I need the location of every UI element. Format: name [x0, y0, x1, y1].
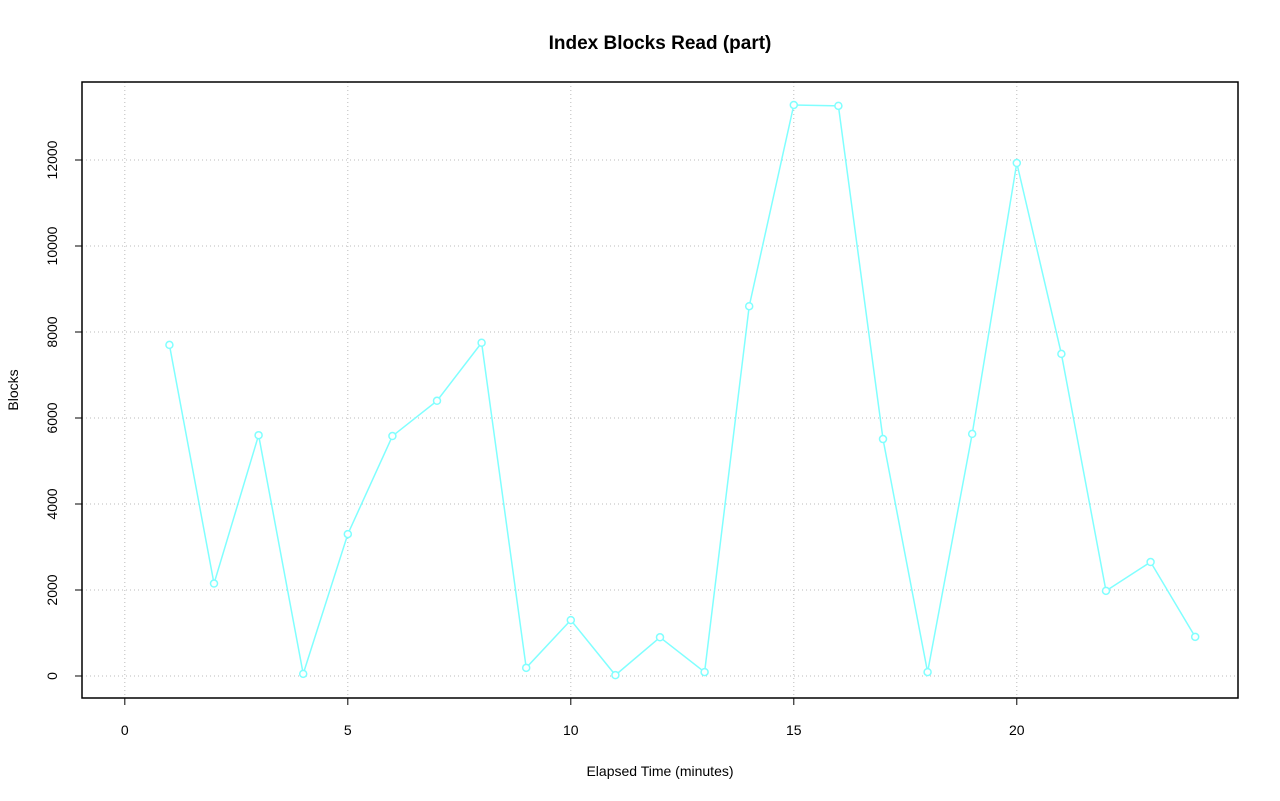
- y-tick-label: 10000: [44, 226, 60, 265]
- x-tick-label: 15: [786, 722, 802, 738]
- grid: [82, 82, 1238, 698]
- x-tick-label: 5: [344, 722, 352, 738]
- data-point: [655, 633, 665, 642]
- data-point: [923, 667, 932, 677]
- y-tick-label: 6000: [44, 402, 60, 433]
- y-tick-label: 0: [44, 672, 60, 680]
- data-point: [1190, 632, 1200, 642]
- y-tick-label: 2000: [44, 574, 60, 605]
- data-point: [432, 396, 442, 406]
- y-tick-label: 12000: [44, 140, 60, 179]
- data-point: [1146, 557, 1155, 567]
- plot-frame: [81, 81, 1239, 699]
- data-point: [789, 100, 799, 110]
- x-axis-label: Elapsed Time (minutes): [586, 763, 733, 779]
- series-line: [168, 104, 1196, 677]
- data-point: [165, 340, 174, 350]
- axes: 0 5 10 15 20 0 2000 4000 6000 8000 10000 12000: [44, 140, 1025, 738]
- y-tick-label: 8000: [44, 316, 60, 347]
- data-point: [700, 667, 709, 677]
- data-point: [566, 615, 576, 625]
- data-point: [343, 529, 353, 539]
- chart-title: Index Blocks Read (part): [549, 33, 772, 54]
- data-point: [611, 670, 620, 680]
- plot: [165, 100, 1200, 680]
- y-axis-label: Blocks: [5, 369, 21, 410]
- x-tick-label: 10: [563, 722, 579, 738]
- data-point: [834, 101, 843, 111]
- data-point: [254, 430, 263, 440]
- data-point: [477, 338, 486, 347]
- data-point: [1012, 158, 1022, 168]
- y-tick-label: 4000: [44, 488, 60, 519]
- data-point: [388, 431, 397, 441]
- x-tick-label: 20: [1009, 722, 1025, 738]
- x-tick-label: 0: [121, 722, 129, 738]
- data-point: [209, 579, 219, 588]
- data-point: [967, 429, 977, 439]
- data-point: [298, 669, 308, 679]
- data-point: [521, 663, 531, 673]
- data-point: [1057, 349, 1066, 359]
- data-point: [878, 434, 888, 444]
- data-point: [744, 301, 754, 311]
- data-point: [1101, 586, 1111, 596]
